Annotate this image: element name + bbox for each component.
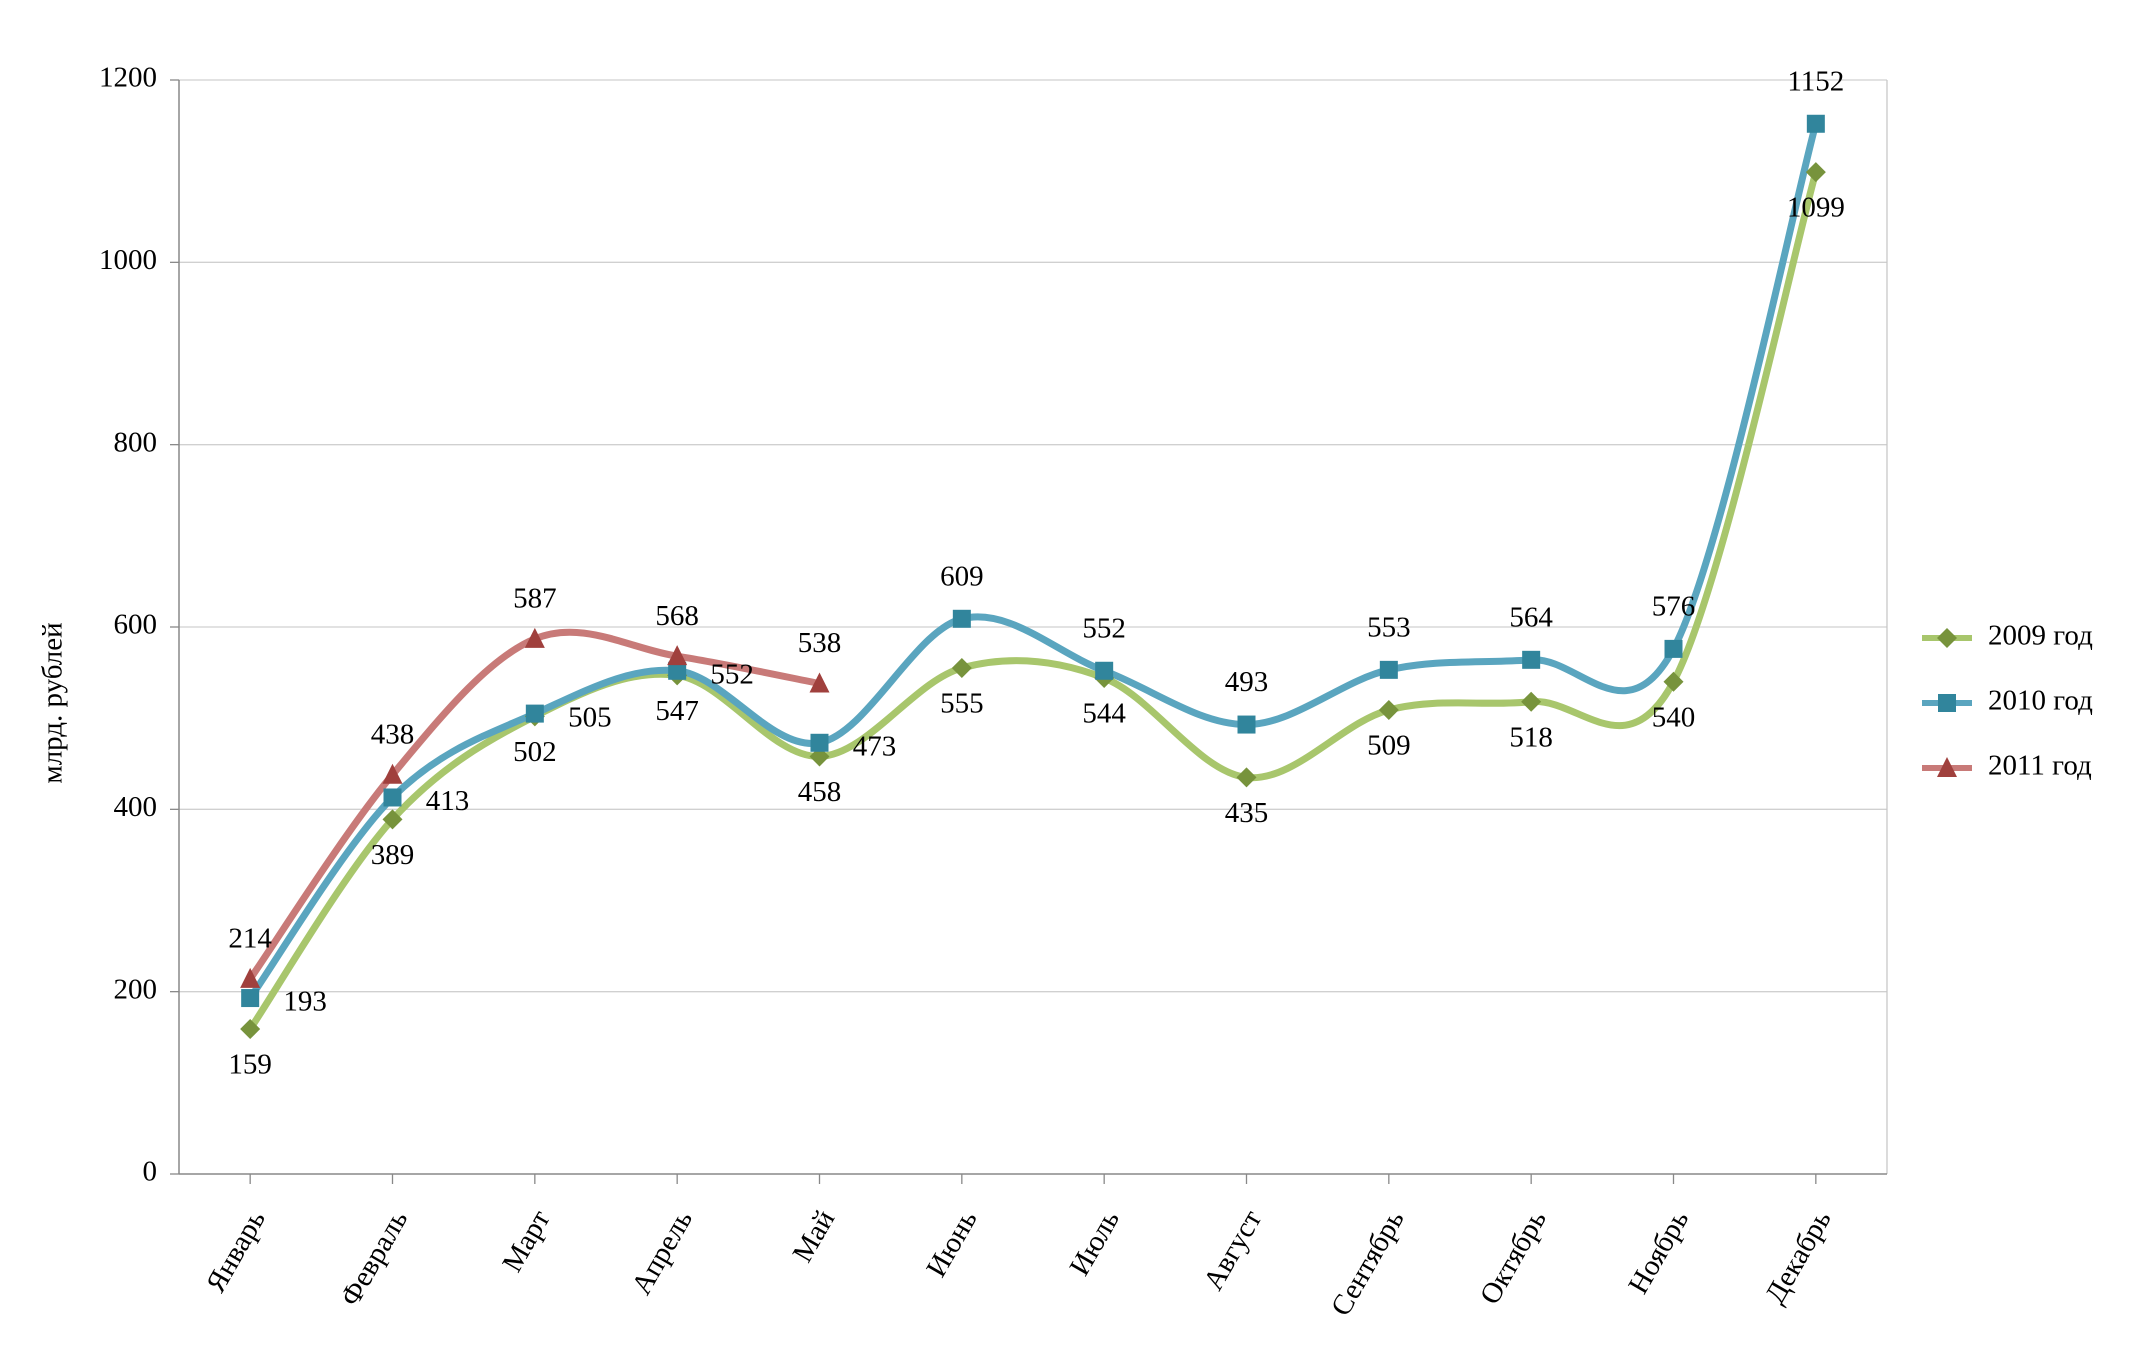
data-point	[810, 733, 829, 752]
y-tick-label: 200	[114, 973, 158, 1005]
x-tick-label: Сентябрь	[1325, 1205, 1411, 1322]
x-tick-label: Март	[496, 1205, 557, 1278]
y-axis-label: млрд. рублей	[37, 622, 69, 783]
x-tick-label: Июль	[1063, 1205, 1126, 1281]
data-label: 1099	[1787, 192, 1845, 224]
data-point	[952, 609, 971, 628]
data-point	[525, 704, 544, 723]
data-label: 509	[1367, 730, 1411, 762]
data-point	[667, 645, 688, 666]
data-label: 538	[798, 627, 842, 659]
x-tick-label: Ноябрь	[1622, 1205, 1695, 1300]
data-point	[240, 1019, 261, 1040]
data-label: 547	[655, 695, 699, 727]
data-label: 159	[228, 1049, 272, 1081]
data-label: 493	[1225, 666, 1269, 698]
data-point	[1378, 699, 1399, 720]
y-tick-label: 400	[114, 791, 158, 823]
data-label: 438	[371, 718, 415, 750]
data-label: 413	[426, 785, 470, 817]
data-label: 587	[513, 583, 557, 615]
data-label: 553	[1367, 612, 1411, 644]
data-point	[240, 967, 261, 988]
data-point	[382, 809, 403, 830]
data-point	[1237, 715, 1256, 734]
data-point	[1805, 162, 1826, 183]
x-tick-label: Июнь	[920, 1205, 983, 1283]
x-tick-label: Январь	[200, 1205, 272, 1298]
data-label: 435	[1225, 797, 1269, 829]
data-label: 473	[853, 730, 897, 762]
data-label: 540	[1652, 701, 1696, 733]
data-point	[1663, 671, 1684, 692]
data-point	[1236, 767, 1257, 788]
data-point	[524, 627, 545, 648]
series-line	[246, 120, 1820, 1002]
data-label: 1152	[1787, 65, 1844, 97]
data-point	[383, 788, 402, 807]
data-label: 389	[371, 839, 415, 871]
data-label: 458	[798, 776, 842, 808]
data-point	[1521, 691, 1542, 712]
legend-label: 2009 год	[1988, 620, 2093, 652]
data-point	[241, 989, 260, 1008]
data-point	[382, 763, 403, 784]
data-label: 568	[655, 600, 699, 632]
legend-label: 2011 год	[1988, 750, 2092, 782]
data-label: 555	[940, 688, 984, 720]
series-line	[246, 628, 823, 983]
data-label: 193	[283, 986, 327, 1018]
y-tick-label: 0	[143, 1156, 158, 1188]
legend-label: 2010 год	[1988, 685, 2093, 717]
data-point	[1379, 660, 1398, 679]
data-point	[1095, 661, 1114, 680]
data-point	[951, 658, 972, 679]
y-tick-label: 600	[114, 609, 158, 641]
data-label: 552	[1082, 612, 1126, 644]
data-label: 214	[228, 923, 272, 955]
y-tick-label: 1000	[99, 244, 157, 276]
legend-marker	[1938, 694, 1956, 712]
data-point	[1806, 114, 1825, 133]
y-tick-label: 800	[114, 426, 158, 458]
data-point	[1522, 650, 1541, 669]
data-label: 502	[513, 736, 557, 768]
x-tick-label: Август	[1197, 1205, 1268, 1296]
x-tick-label: Октябрь	[1474, 1205, 1553, 1310]
legend-marker	[1937, 628, 1957, 648]
y-tick-label: 1200	[99, 62, 157, 94]
data-point	[809, 672, 830, 693]
x-tick-label: Апрель	[626, 1205, 699, 1300]
x-tick-label: Декабрь	[1759, 1205, 1838, 1309]
x-tick-label: Февраль	[334, 1205, 414, 1312]
legend-marker	[1937, 757, 1957, 777]
data-label: 552	[710, 658, 754, 690]
data-label: 609	[940, 560, 984, 592]
x-tick-label: Май	[787, 1205, 842, 1268]
series-line	[246, 168, 1820, 1033]
data-point	[668, 661, 687, 680]
data-label: 564	[1509, 601, 1553, 633]
data-point	[1664, 639, 1683, 658]
data-label: 576	[1652, 591, 1696, 623]
data-label: 505	[568, 701, 612, 733]
data-label: 518	[1509, 721, 1553, 753]
data-label: 544	[1082, 698, 1126, 730]
